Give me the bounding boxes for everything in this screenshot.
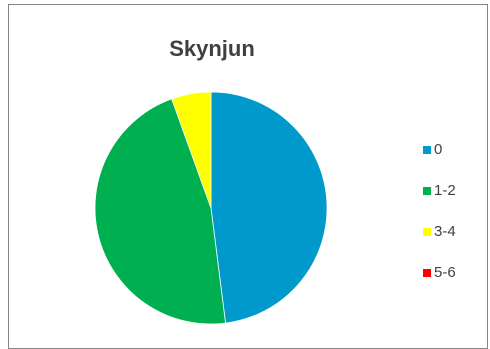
legend-swatch <box>423 146 431 154</box>
legend: 0 1-2 3-4 5-6 <box>423 140 483 304</box>
pie-slice-0 <box>210 91 328 324</box>
pie-slice-1-2 <box>94 98 226 325</box>
legend-item-5-6: 5-6 <box>423 263 483 283</box>
pie-slices <box>94 91 328 325</box>
legend-swatch <box>423 187 431 195</box>
legend-label: 0 <box>434 141 443 158</box>
legend-item-1-2: 1-2 <box>423 181 483 201</box>
pie-slice-3-4 <box>171 91 212 209</box>
legend-label: 3-4 <box>434 223 456 240</box>
legend-label: 1-2 <box>434 182 456 199</box>
pie-chart <box>94 91 328 325</box>
legend-label: 5-6 <box>434 264 456 281</box>
legend-item-3-4: 3-4 <box>423 222 483 242</box>
legend-swatch <box>423 228 431 236</box>
chart-area: Skynjun 0 1-2 3-4 5-6 <box>8 4 488 349</box>
legend-item-0: 0 <box>423 140 483 160</box>
chart-title: Skynjun <box>169 36 255 61</box>
legend-swatch <box>423 269 431 277</box>
